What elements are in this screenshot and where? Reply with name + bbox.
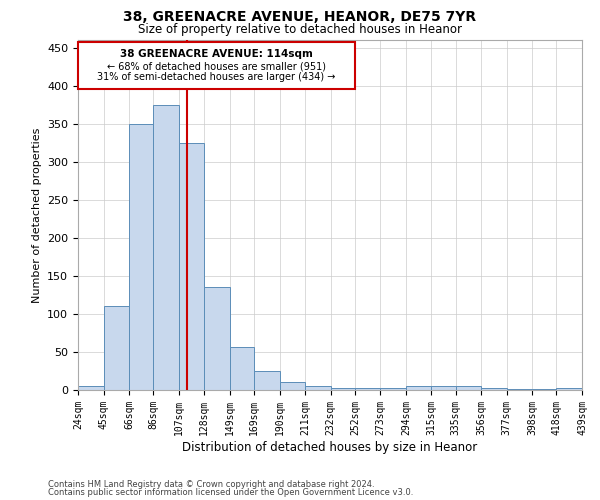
Bar xyxy=(78,386,104,390)
Text: Size of property relative to detached houses in Heanor: Size of property relative to detached ho… xyxy=(138,22,462,36)
Bar xyxy=(532,389,556,390)
Bar xyxy=(431,386,455,390)
Bar xyxy=(280,382,305,390)
Bar xyxy=(104,306,129,390)
FancyBboxPatch shape xyxy=(78,42,355,90)
Text: ← 68% of detached houses are smaller (951): ← 68% of detached houses are smaller (95… xyxy=(107,62,326,72)
Text: Contains public sector information licensed under the Open Government Licence v3: Contains public sector information licen… xyxy=(48,488,413,497)
Bar xyxy=(481,388,507,390)
Y-axis label: Number of detached properties: Number of detached properties xyxy=(32,128,41,302)
X-axis label: Distribution of detached houses by size in Heanor: Distribution of detached houses by size … xyxy=(182,440,478,454)
Text: 38 GREENACRE AVENUE: 114sqm: 38 GREENACRE AVENUE: 114sqm xyxy=(120,49,313,59)
Bar xyxy=(556,388,582,390)
Bar xyxy=(153,104,179,390)
Bar xyxy=(380,388,406,390)
Text: 38, GREENACRE AVENUE, HEANOR, DE75 7YR: 38, GREENACRE AVENUE, HEANOR, DE75 7YR xyxy=(124,10,476,24)
Bar xyxy=(230,346,254,390)
Bar xyxy=(254,371,280,390)
Bar xyxy=(129,124,153,390)
Text: Contains HM Land Registry data © Crown copyright and database right 2024.: Contains HM Land Registry data © Crown c… xyxy=(48,480,374,489)
Bar xyxy=(305,386,331,390)
Bar xyxy=(331,388,355,390)
Bar xyxy=(507,389,532,390)
Bar xyxy=(205,288,230,390)
Bar xyxy=(455,386,481,390)
Bar xyxy=(179,142,205,390)
Text: 31% of semi-detached houses are larger (434) →: 31% of semi-detached houses are larger (… xyxy=(97,72,335,82)
Bar xyxy=(406,386,431,390)
Bar xyxy=(355,388,380,390)
